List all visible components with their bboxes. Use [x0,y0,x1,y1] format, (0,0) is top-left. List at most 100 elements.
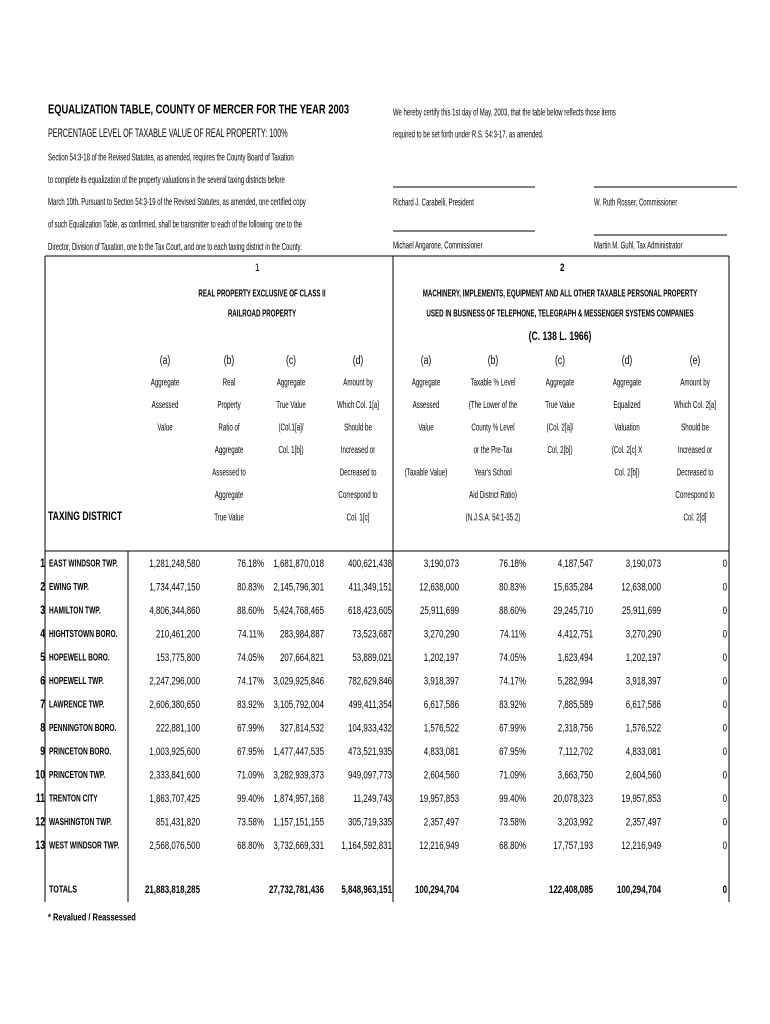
table-cell: 53,889,021 [352,652,392,665]
table-cell: 12,638,000 [419,581,459,594]
column-description: or the Pre-Tax [474,444,513,456]
table-cell: 1,157,151,155 [273,816,324,829]
footnote: * Revalued / Reassessed [48,912,136,923]
column-description: Aggregate [546,376,575,388]
statute-line: Director, Division of Taxation, one to t… [48,241,302,252]
column-description: Increased or [341,444,376,456]
column-description: Col. 2[b]) [547,444,572,456]
table-cell: 71.09% [499,769,526,782]
table-cell: 3,190,073 [424,558,459,571]
signature-name: W. Ruth Rosser, Commissioner [594,197,677,208]
signature-name: Richard J. Carabelli, President [393,197,474,208]
table-cell: 2,568,076,500 [149,840,200,853]
column-description: Correspond to [675,489,714,501]
table-cell: 73.58% [237,816,264,829]
table-cell: 29,245,710 [553,605,593,618]
column-description: Equalized [613,399,640,411]
table-cell: 2,604,560 [424,769,459,782]
column-description: Value [157,421,173,433]
table-cell: 327,814,532 [280,722,324,735]
row-number: 10 [35,769,45,782]
table-cell: 1,202,197 [626,652,661,665]
table-cell: 1,576,522 [626,722,661,735]
table-cell: 3,270,290 [626,628,661,641]
column-note: (Taxable Value) [405,466,448,478]
table-cell: 4,187,547 [558,558,593,571]
row-number: 11 [36,793,45,806]
table-cell: 12,216,949 [621,840,661,853]
table-cell: 83.92% [499,699,526,712]
table-cell: 6,617,586 [424,699,459,712]
group-heading: REAL PROPERTY EXCLUSIVE OF CLASS II [198,287,325,299]
table-cell: 0 [723,628,727,641]
district-name: HOPEWELL TWP. [49,675,104,687]
column-description: Assessed to [212,466,246,478]
table-cell: 5,282,994 [558,675,594,688]
table-cell: 1,863,707,425 [149,793,200,806]
table-cell: 74.05% [499,652,526,665]
table-cell: 411,349,151 [349,581,392,594]
district-name: PENNINGTON BORO. [49,722,116,734]
table-cell: 0 [723,722,727,735]
table-cell: 104,933,432 [348,722,392,735]
table-cell: 207,664,821 [280,652,324,665]
table-cell: 3,732,669,331 [273,840,324,853]
table-cell: 0 [723,769,727,782]
column-description: Aid District Ratio) [469,489,517,501]
table-cell: 25,911,699 [622,605,661,618]
table-cell: 76.18% [237,558,264,571]
table-cell: 3,918,397 [626,675,661,688]
column-description: Aggregate [215,444,244,456]
column-letter: (a) [160,355,171,368]
column-description: Aggregate [151,376,180,388]
column-description: Taxable % Level [470,376,515,388]
group-number: 2 [560,262,564,275]
table-cell: 80.83% [237,581,264,594]
column-description: Col. 2[b]) [614,466,639,478]
table-cell: 80.83% [499,581,526,594]
district-name: TRENTON CITY [49,792,98,804]
table-cell: 153,775,800 [156,652,200,665]
row-number: 2 [40,581,45,594]
certify-line: required to be set forth under R.S. 54:3… [393,129,544,140]
table-cell: 2,357,497 [424,816,459,829]
column-description: True Value [545,399,575,411]
table-cell: 88.60% [499,605,526,618]
district-name: PRINCETON TWP. [49,769,105,781]
table-cell: 210,461,200 [156,628,200,641]
group-heading: MACHINERY, IMPLEMENTS, EQUIPMENT AND ALL… [423,287,698,299]
column-description: Should be [344,421,372,433]
table-cell: 2,357,497 [626,816,661,829]
column-description: Assessed [413,399,440,411]
table-cell: 20,078,323 [553,793,593,806]
column-description: Year's School [474,466,512,478]
column-letter: (b) [224,355,235,368]
table-cell: 19,957,853 [419,793,459,806]
table-cell: 1,477,447,535 [273,746,324,759]
column-description: Amount by [343,376,373,388]
table-cell: 74.17% [237,675,264,688]
table-cell: 499,411,354 [349,699,393,712]
table-cell: 1,164,592,831 [341,840,392,853]
table-cell: 4,806,344,860 [149,605,200,618]
table-cell: 88.60% [237,605,264,618]
table-cell: 0 [723,675,727,688]
district-name: EAST WINDSOR TWP. [49,557,118,569]
table-cell: 15,635,284 [553,581,593,594]
row-number: 13 [35,840,45,853]
column-letter: (a) [421,355,432,368]
column-description: True Value [214,511,244,523]
totals-cell: 5,848,963,151 [341,884,392,897]
table-cell: 12,638,000 [621,581,661,594]
column-letter: (c) [286,355,296,368]
table-cell: 0 [723,816,727,829]
column-description: Aggregate [412,376,441,388]
column-description: Amount by [680,376,710,388]
table-cell: 73,523,687 [352,628,392,641]
district-name: HOPEWELL BORO. [49,651,110,663]
subtitle: PERCENTAGE LEVEL OF TAXABLE VALUE OF REA… [48,127,288,140]
table-cell: 222,881,100 [156,722,200,735]
table-cell: 3,663,750 [558,769,593,782]
table-cell: 0 [723,605,727,618]
